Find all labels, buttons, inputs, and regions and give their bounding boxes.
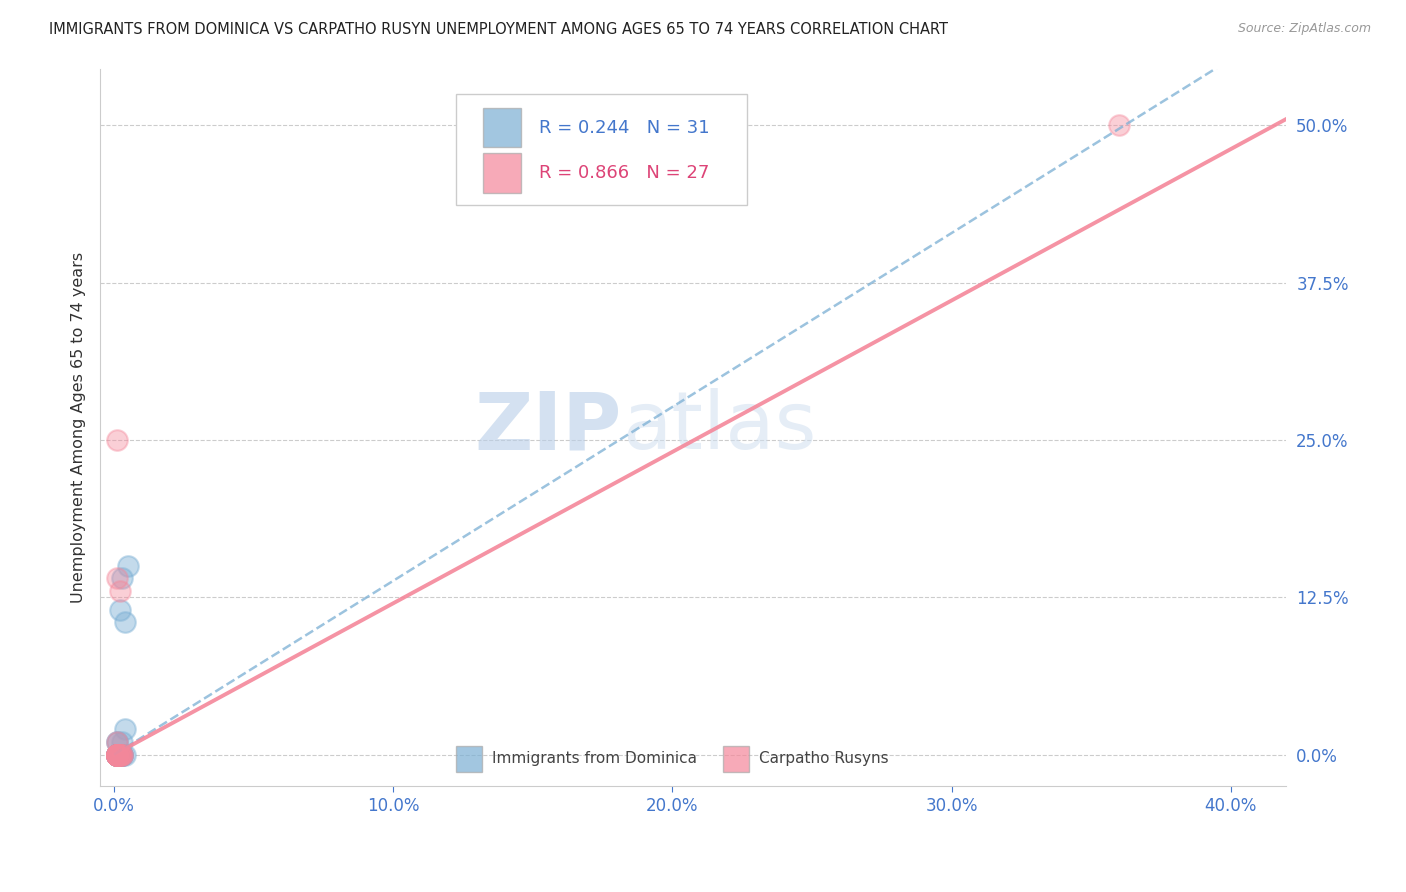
Point — [105, 747, 128, 762]
Point — [117, 558, 139, 573]
Point — [105, 747, 128, 762]
Text: Source: ZipAtlas.com: Source: ZipAtlas.com — [1237, 22, 1371, 36]
Point — [105, 747, 128, 762]
Point — [114, 615, 136, 630]
Point — [105, 747, 128, 762]
Point — [105, 735, 128, 749]
Point — [105, 747, 128, 762]
Point — [111, 747, 134, 762]
Point — [105, 747, 128, 762]
Point — [108, 747, 131, 762]
Point — [111, 747, 134, 762]
Point — [105, 747, 128, 762]
Point — [105, 747, 128, 762]
Point — [105, 747, 128, 762]
Point — [108, 603, 131, 617]
Text: ZIP: ZIP — [475, 388, 621, 467]
Point — [105, 747, 128, 762]
Point — [108, 747, 131, 762]
Point — [105, 747, 128, 762]
Point — [111, 747, 134, 762]
Point — [108, 747, 131, 762]
Point — [105, 747, 128, 762]
Point — [114, 747, 136, 762]
Text: Immigrants from Dominica: Immigrants from Dominica — [492, 751, 696, 766]
Point — [111, 747, 134, 762]
Point — [111, 747, 134, 762]
Point — [105, 747, 128, 762]
Point — [111, 747, 134, 762]
Point — [114, 723, 136, 737]
Point — [105, 747, 128, 762]
Point — [105, 735, 128, 749]
FancyBboxPatch shape — [484, 108, 522, 147]
Text: R = 0.244   N = 31: R = 0.244 N = 31 — [538, 119, 710, 136]
Text: atlas: atlas — [621, 388, 817, 467]
Point — [105, 747, 128, 762]
Point — [105, 747, 128, 762]
Point — [108, 747, 131, 762]
Point — [108, 747, 131, 762]
FancyBboxPatch shape — [484, 153, 522, 193]
Point — [105, 747, 128, 762]
Point — [108, 747, 131, 762]
Point — [105, 747, 128, 762]
Point — [108, 747, 131, 762]
Point — [108, 747, 131, 762]
Text: IMMIGRANTS FROM DOMINICA VS CARPATHO RUSYN UNEMPLOYMENT AMONG AGES 65 TO 74 YEAR: IMMIGRANTS FROM DOMINICA VS CARPATHO RUS… — [49, 22, 948, 37]
Point — [105, 747, 128, 762]
FancyBboxPatch shape — [456, 746, 482, 772]
Point — [105, 747, 128, 762]
Point — [105, 747, 128, 762]
Point — [108, 747, 131, 762]
Point — [105, 747, 128, 762]
FancyBboxPatch shape — [723, 746, 749, 772]
Point — [105, 747, 128, 762]
Y-axis label: Unemployment Among Ages 65 to 74 years: Unemployment Among Ages 65 to 74 years — [72, 252, 86, 603]
FancyBboxPatch shape — [456, 94, 747, 205]
Text: Carpatho Rusyns: Carpatho Rusyns — [759, 751, 889, 766]
Point — [111, 735, 134, 749]
Point — [105, 747, 128, 762]
Point — [105, 735, 128, 749]
Point — [105, 747, 128, 762]
Point — [105, 747, 128, 762]
Point — [108, 747, 131, 762]
Point — [111, 571, 134, 585]
Point — [105, 433, 128, 447]
Point — [105, 571, 128, 585]
Point — [1108, 118, 1130, 132]
Point — [108, 584, 131, 599]
Point — [105, 747, 128, 762]
Point — [105, 747, 128, 762]
Text: R = 0.866   N = 27: R = 0.866 N = 27 — [538, 164, 710, 182]
